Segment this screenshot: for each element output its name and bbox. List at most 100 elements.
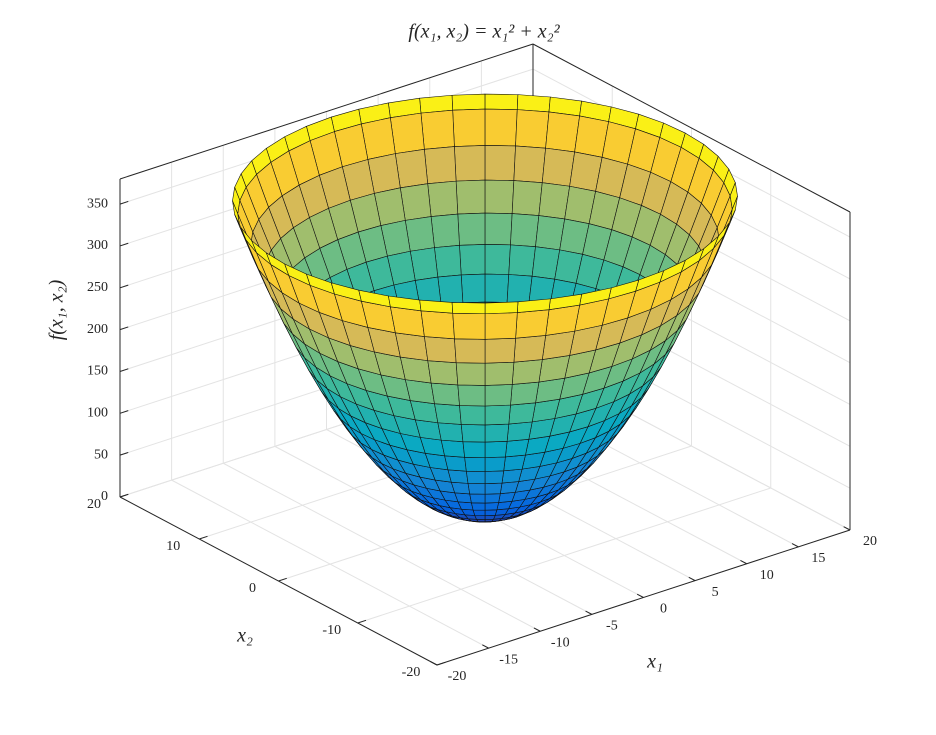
surface-patch xyxy=(513,335,546,363)
surf-layer xyxy=(232,93,738,523)
surface-patch xyxy=(454,338,486,364)
surface-patch xyxy=(390,306,425,337)
surface-patch xyxy=(427,180,459,217)
x-tick xyxy=(688,576,696,582)
surface-patch xyxy=(451,93,486,111)
surface-patch xyxy=(419,299,454,314)
surface-patch xyxy=(427,360,459,386)
x-tick xyxy=(430,661,438,666)
surface-patch xyxy=(484,179,515,214)
x-tick xyxy=(636,593,644,598)
surface-patch xyxy=(484,493,501,504)
surface-patch xyxy=(434,245,462,278)
surface-patch xyxy=(452,108,486,147)
surface-patch xyxy=(484,440,508,458)
z-tick xyxy=(119,493,129,498)
x-tick-label: -10 xyxy=(551,635,570,650)
surface-patch xyxy=(399,183,432,221)
y-tick-label: -10 xyxy=(322,623,341,638)
surface-patch xyxy=(454,145,486,182)
surface-patch xyxy=(437,274,464,306)
surface-patch xyxy=(444,455,467,472)
axis-box-edge xyxy=(532,43,851,213)
surface-patch xyxy=(457,384,486,407)
z-tick-label: 200 xyxy=(87,322,108,337)
y-tick-label: 10 xyxy=(166,539,180,554)
surface-patch xyxy=(503,454,526,472)
surface-patch xyxy=(510,213,540,247)
surface-patch xyxy=(459,405,486,426)
surface-patch xyxy=(541,147,575,187)
x-tick-label: -20 xyxy=(448,669,467,684)
surface-patch xyxy=(430,213,460,248)
surface-patch xyxy=(460,273,486,304)
surface-patch xyxy=(455,362,486,386)
surface-patch xyxy=(513,145,546,183)
surface-patch xyxy=(484,337,516,364)
x-tick-label: 15 xyxy=(811,551,825,566)
y-tick xyxy=(357,619,367,624)
y-tick xyxy=(199,535,208,540)
surface-patch xyxy=(484,502,499,511)
z-tick xyxy=(119,200,129,205)
surface-patch xyxy=(484,93,519,110)
surface-patch xyxy=(484,361,515,386)
axis-box-edge xyxy=(119,43,534,180)
z-tick-label: 0 xyxy=(101,489,108,504)
surface-patch xyxy=(484,384,513,407)
y-tick-label: -20 xyxy=(402,665,421,680)
y-axis-label: x₂ xyxy=(236,625,253,647)
surface-patch xyxy=(424,146,457,185)
surface-patch xyxy=(545,111,580,153)
surface-patch xyxy=(484,423,510,443)
surface-patch xyxy=(434,403,462,425)
surface-patch xyxy=(457,212,486,246)
surface-patch xyxy=(484,312,518,340)
surface-patch xyxy=(515,309,550,339)
surface-patch xyxy=(515,109,550,149)
x-tick xyxy=(791,543,799,548)
surface-patch xyxy=(440,439,465,458)
surface-patch xyxy=(484,301,519,315)
surface-patch xyxy=(474,515,486,520)
surface-patch xyxy=(472,509,486,516)
z-tick xyxy=(119,284,129,289)
surface-patch xyxy=(511,359,543,385)
surface-patch xyxy=(516,94,551,113)
x-tick-label: 5 xyxy=(712,585,719,600)
surface-patch xyxy=(501,468,523,484)
x-tick-label: 0 xyxy=(660,602,667,617)
z-tick-label: 50 xyxy=(94,447,108,462)
x-axis-label: x₁ xyxy=(646,651,663,673)
surface-patch xyxy=(459,244,486,276)
surface-patch xyxy=(484,509,498,516)
z-tick xyxy=(119,451,129,456)
surface-patch xyxy=(506,274,533,305)
surface-patch xyxy=(471,502,486,511)
surface-patch xyxy=(452,312,486,340)
x-tick-label: 10 xyxy=(760,568,774,583)
surface-patch xyxy=(508,402,536,425)
z-tick-label: 350 xyxy=(87,196,108,211)
surface-patch xyxy=(464,456,486,472)
surface-patch xyxy=(484,273,510,303)
y-tick xyxy=(278,577,287,582)
z-tick xyxy=(119,326,129,331)
surface-patch xyxy=(484,515,496,520)
z-tick xyxy=(119,368,129,372)
surface-patch xyxy=(538,182,570,220)
surface-patch xyxy=(484,470,505,484)
surface-patch xyxy=(466,470,486,484)
labels-layer: -20-15-10-505101520-20-10010200501001502… xyxy=(87,196,877,684)
z-tick-label: 100 xyxy=(87,406,108,421)
surface-patch xyxy=(467,483,486,495)
x-tick xyxy=(533,627,541,632)
surface-patch xyxy=(424,336,457,364)
surface-patch xyxy=(469,493,486,504)
x-tick-label: -5 xyxy=(606,619,618,634)
surface-patch xyxy=(506,421,533,442)
x-tick xyxy=(740,559,747,565)
y-tick-label: 20 xyxy=(87,497,101,512)
z-tick-label: 250 xyxy=(87,280,108,295)
